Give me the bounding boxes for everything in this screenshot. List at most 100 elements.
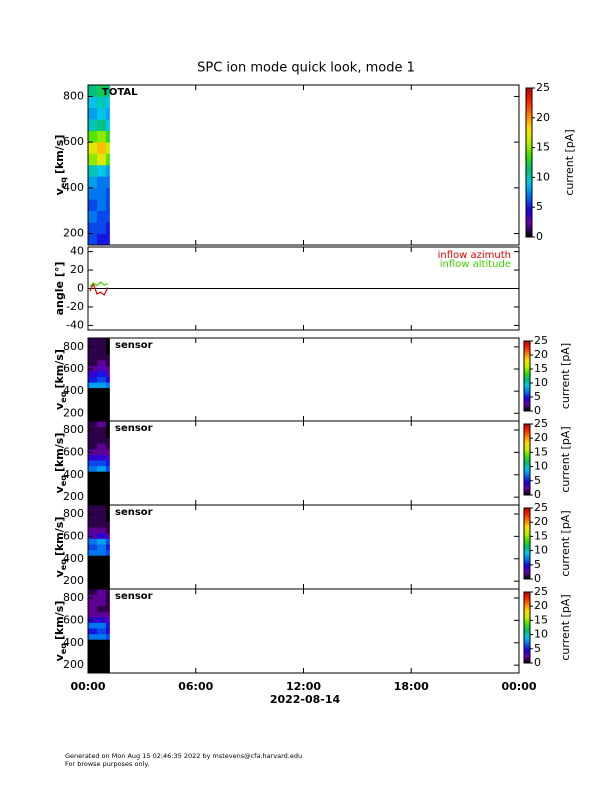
- heatmap-cell: [96, 583, 107, 590]
- heatmap-cell: [88, 360, 98, 366]
- heatmap-cell: [105, 589, 110, 595]
- y-axis-label-symbol: v: [53, 569, 66, 577]
- panel-label: sensor: [115, 507, 153, 518]
- colorbar-tick-label: 10: [534, 460, 548, 473]
- heatmap-cell: [88, 544, 98, 551]
- heatmap-cell: [96, 371, 107, 378]
- heatmap-cell: [105, 555, 110, 562]
- heatmap-cell: [96, 387, 107, 394]
- heatmap-cell: [88, 516, 98, 523]
- y-axis-label: veq [km/s]: [53, 601, 68, 662]
- heatmap-cell: [96, 605, 107, 612]
- heatmap-cell: [88, 477, 98, 483]
- heatmap-cell: [105, 645, 110, 651]
- heatmap-cell: [96, 96, 107, 109]
- y-axis-label: veq [km/s]: [53, 433, 68, 494]
- heatmap-cell: [105, 527, 110, 534]
- colorbar: [523, 507, 531, 580]
- heatmap-cell: [88, 421, 98, 427]
- heatmap-cell: [96, 360, 107, 366]
- heatmap-cell: [96, 561, 107, 567]
- colorbar-tick-label: 10: [534, 376, 548, 389]
- heatmap-cell: [96, 443, 107, 450]
- plot-frame: [87, 420, 520, 506]
- heatmap-cell: [88, 465, 98, 472]
- panel-label: TOTAL: [102, 87, 138, 98]
- heatmap-cell: [105, 544, 110, 551]
- heatmap-cell: [96, 222, 107, 234]
- colorbar-tick-label: 25: [534, 501, 548, 514]
- colorbar-tick-label: 5: [534, 642, 541, 655]
- heatmap-cell: [105, 85, 110, 97]
- colorbar-tick-label: 15: [534, 445, 548, 458]
- heatmap-cell: [105, 130, 110, 143]
- heatmap-cell: [88, 187, 98, 200]
- y-tick-label: 400: [63, 636, 84, 649]
- heatmap-cell: [105, 661, 110, 668]
- colorbar-tick-label: 5: [534, 558, 541, 571]
- heatmap-cell: [96, 382, 107, 389]
- heatmap-cell: [105, 549, 110, 556]
- heatmap-cell: [105, 521, 110, 528]
- heatmap-cell: [96, 577, 107, 584]
- heatmap-cell: [96, 465, 107, 472]
- heatmap-cell: [88, 443, 98, 450]
- heatmap-cell: [88, 349, 98, 355]
- heatmap-cell: [88, 572, 98, 579]
- heatmap-cell: [96, 527, 107, 534]
- heatmap-cell: [96, 415, 107, 422]
- plot-frame: [87, 588, 520, 674]
- heatmap-cell: [88, 611, 98, 618]
- colorbar-label: current [pA]: [563, 129, 576, 195]
- heatmap-cell: [96, 499, 107, 506]
- y-tick-label: 600: [63, 445, 84, 458]
- y-tick-label: 800: [63, 89, 84, 102]
- colorbar-tick-label: 15: [534, 613, 548, 626]
- heatmap-cell: [105, 153, 110, 166]
- heatmap-cell: [88, 222, 98, 234]
- y-axis-label-unit: [km/s]: [53, 349, 66, 388]
- y-axis-label-unit: [km/s]: [53, 135, 66, 174]
- heatmap-cell: [96, 471, 107, 478]
- colorbar-tick-label: 0: [534, 404, 541, 417]
- colorbar-tick-label: 5: [534, 474, 541, 487]
- heatmap-cell: [88, 583, 98, 590]
- legend-entry: inflow azimuth: [438, 250, 511, 261]
- panel-label: sensor: [115, 591, 153, 602]
- heatmap-cell: [105, 505, 110, 511]
- colorbar-tick-label: 10: [534, 628, 548, 641]
- colorbar-label: current [pA]: [559, 343, 572, 409]
- colorbar-tick-label: 15: [534, 529, 548, 542]
- heatmap-cell: [88, 371, 98, 378]
- heatmap-cell: [96, 533, 107, 539]
- colorbar-tick-label: 5: [536, 200, 543, 213]
- page-title: SPC ion mode quick look, mode 1: [197, 61, 415, 76]
- heatmap-cell: [88, 538, 98, 545]
- heatmap-cell: [105, 639, 110, 646]
- heatmap-cell: [96, 404, 107, 411]
- heatmap-cell: [105, 96, 110, 109]
- y-axis-label-subscript: eq: [59, 391, 68, 402]
- heatmap-cell: [105, 465, 110, 472]
- heatmap-cell: [105, 577, 110, 584]
- colorbar: [523, 340, 531, 412]
- heatmap-cell: [96, 343, 107, 350]
- heatmap-cell: [88, 460, 98, 467]
- heatmap-cell: [88, 432, 98, 439]
- heatmap-cell: [96, 449, 107, 455]
- heatmap-cell: [105, 338, 110, 344]
- heatmap-cell: [105, 650, 110, 657]
- heatmap-cell: [96, 650, 107, 657]
- y-tick-label: 400: [63, 468, 84, 481]
- heatmap-cell: [96, 460, 107, 467]
- colorbar-tick-label: 0: [536, 230, 543, 243]
- heatmap-cell: [105, 499, 110, 506]
- heatmap-cell: [105, 233, 110, 246]
- x-tick-label: 18:00: [394, 680, 429, 693]
- y-axis-label-symbol: v: [53, 187, 66, 195]
- heatmap-cell: [96, 119, 107, 132]
- colorbar-tick-label: 10: [536, 170, 550, 183]
- heatmap-cell: [88, 633, 98, 640]
- heatmap-cell: [96, 376, 107, 383]
- x-tick-label: 00:00: [70, 680, 105, 693]
